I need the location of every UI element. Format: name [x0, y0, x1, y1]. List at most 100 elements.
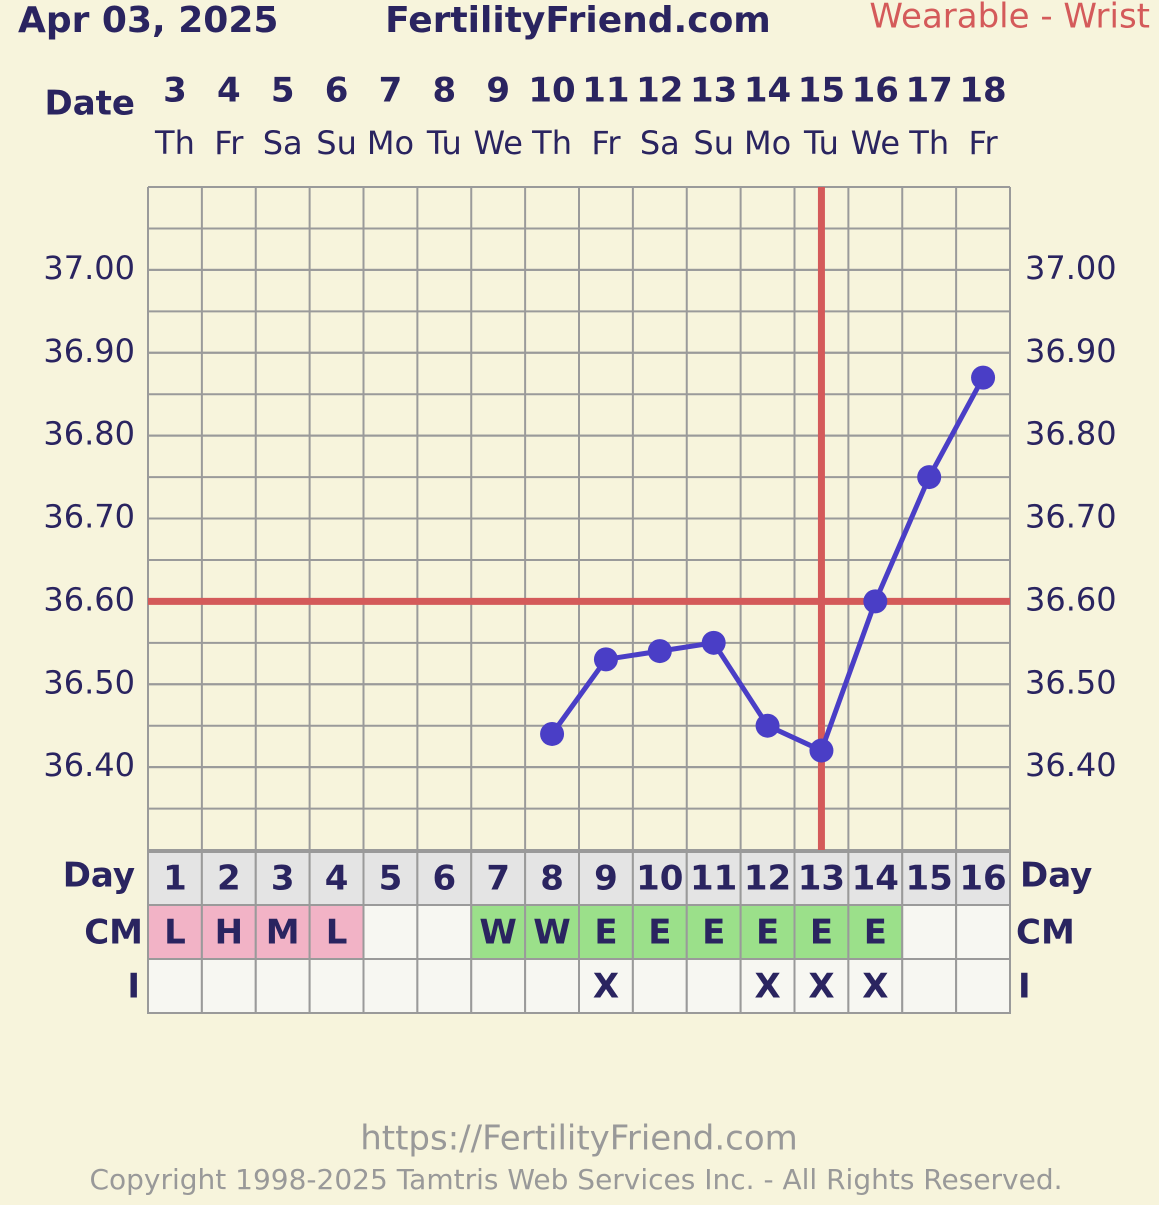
cycle-day: 2: [217, 859, 241, 899]
cycle-day: 16: [959, 859, 1006, 899]
date-label: 6: [325, 71, 349, 111]
y-tick-label: 37.00: [1025, 249, 1117, 287]
cm-value: E: [756, 913, 779, 953]
date-label: 18: [959, 71, 1006, 111]
date-label: 14: [744, 71, 791, 111]
y-tick-label: 36.40: [1025, 746, 1117, 784]
cm-value: E: [648, 913, 671, 953]
date-label: 15: [798, 71, 845, 111]
cm-value: L: [164, 913, 186, 953]
day-cell: [631, 851, 688, 906]
cm-cell: [416, 904, 473, 960]
intercourse-cell: [901, 958, 958, 1014]
date-label: 10: [528, 71, 575, 111]
weekday-label: Th: [531, 124, 572, 162]
cm-cell: [362, 904, 419, 960]
day-cell: [955, 851, 1011, 906]
cm-value: E: [864, 913, 887, 953]
cycle-day: 5: [379, 859, 403, 899]
day-cell: [578, 851, 634, 906]
temperature-point: [917, 465, 942, 490]
cycle-day: 1: [163, 859, 187, 899]
intercourse-cell: [254, 958, 311, 1014]
temperature-point: [809, 738, 834, 763]
copyright: Copyright 1998-2025 Tamtris Web Services…: [89, 1163, 1062, 1196]
y-tick-label: 36.80: [1025, 415, 1117, 453]
intercourse-cell: [578, 958, 634, 1014]
intercourse-mark: X: [593, 967, 619, 1007]
row-label: Day: [63, 856, 135, 896]
y-tick-label: 36.90: [1025, 332, 1117, 370]
cm-cell: [793, 904, 850, 960]
weekday-label: Su: [316, 124, 357, 162]
subtitle: Wearable - Wrist: [869, 0, 1150, 37]
intercourse-cell: [470, 958, 527, 1014]
day-cell: [739, 851, 796, 906]
weekday-label: We: [851, 124, 900, 162]
weekday-label: Sa: [640, 124, 680, 162]
cycle-day: 10: [636, 859, 683, 899]
y-tick-label: 36.70: [1025, 498, 1117, 536]
cm-cell: [901, 904, 958, 960]
y-tick-label: 36.50: [1025, 663, 1117, 701]
cm-value: H: [215, 913, 243, 953]
cycle-day: 14: [852, 859, 899, 899]
cm-cell: [524, 904, 580, 960]
date-label: 12: [636, 71, 683, 111]
intercourse-cell: [308, 958, 365, 1014]
day-cell: [470, 851, 527, 906]
y-tick-label: 36.60: [1025, 580, 1117, 618]
cm-value: M: [266, 913, 300, 953]
intercourse-cell: [362, 958, 419, 1014]
date-label: 17: [906, 71, 953, 111]
cm-cell: [308, 904, 365, 960]
row-label: Date: [45, 84, 135, 124]
cycle-day: 6: [432, 859, 456, 899]
cycle-day: 4: [325, 859, 349, 899]
cycle-day: 8: [540, 859, 564, 899]
weekday-label: Fr: [968, 124, 998, 162]
date-label: 3: [163, 71, 187, 111]
y-tick-label: 36.60: [43, 580, 135, 618]
cycle-day: 3: [271, 859, 295, 899]
cm-cell: [955, 904, 1011, 960]
day-cell: [254, 851, 311, 906]
weekday-label: Th: [154, 124, 195, 162]
weekday-label: Tu: [426, 124, 462, 162]
date-label: Apr 03, 2025: [18, 0, 278, 41]
site-title: FertilityFriend.com: [385, 0, 771, 41]
intercourse-cell: [200, 958, 257, 1014]
weekday-label: Fr: [214, 124, 244, 162]
cycle-day: 11: [690, 859, 737, 899]
date-label: 7: [379, 71, 403, 111]
intercourse-cell: [793, 958, 850, 1014]
temperature-point: [971, 365, 996, 390]
intercourse-cell: [847, 958, 904, 1014]
temperature-point: [863, 589, 888, 614]
cm-value: W: [533, 913, 571, 953]
cm-value: E: [702, 913, 725, 953]
cycle-day: 12: [744, 859, 791, 899]
weekday-label: Mo: [744, 124, 791, 162]
date-label: 13: [690, 71, 737, 111]
temperature-line: [550, 376, 986, 754]
weekday-label: Su: [693, 124, 734, 162]
y-tick-label: 37.00: [43, 249, 135, 287]
row-label: I: [1018, 967, 1031, 1007]
cm-value: L: [326, 913, 348, 953]
intercourse-cell: [524, 958, 580, 1014]
intercourse-cell: [955, 958, 1011, 1014]
intercourse-cell: [739, 958, 796, 1014]
intercourse-cell: [631, 958, 688, 1014]
row-label: CM: [84, 913, 143, 953]
date-label: 9: [486, 71, 510, 111]
row-label: CM: [1016, 913, 1075, 953]
intercourse-mark: X: [862, 967, 888, 1007]
temperature-point: [701, 630, 726, 655]
y-tick-label: 36.40: [43, 746, 135, 784]
row-label: I: [127, 967, 140, 1007]
footer-url: https://FertilityFriend.com: [360, 1119, 798, 1159]
cm-cell: [847, 904, 904, 960]
row-label: Day: [1020, 856, 1092, 896]
